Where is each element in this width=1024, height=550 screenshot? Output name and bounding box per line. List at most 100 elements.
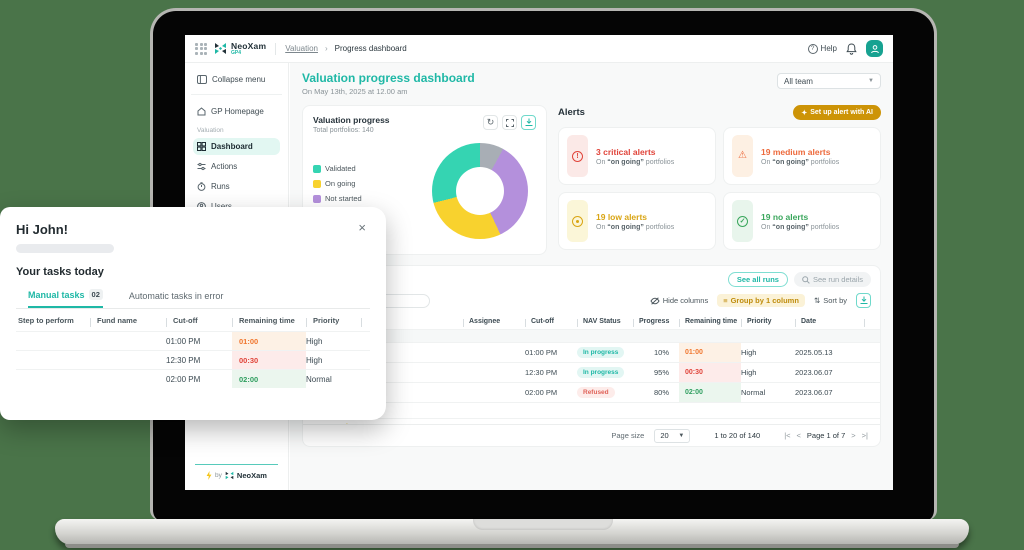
column-header: Cut-off (166, 316, 232, 327)
group-row-critical[interactable] (303, 329, 880, 342)
group-row-medium-alert[interactable]: › Medium alert (303, 402, 880, 418)
tab-automatic-tasks[interactable]: Automatic tasks in error (129, 289, 224, 308)
column-header[interactable]: Priority (741, 318, 795, 327)
alert-sub-bold: “on going” (607, 158, 644, 166)
magnifier-icon (802, 275, 810, 284)
close-icon[interactable]: × (358, 220, 366, 235)
skeleton-text (16, 244, 114, 253)
home-icon (197, 107, 206, 116)
column-header[interactable]: Date (795, 318, 865, 327)
page-size-label: Page size (611, 431, 645, 440)
page-title: Valuation progress dashboard (302, 71, 475, 85)
alert-sub: portfolios (810, 158, 840, 166)
download-chart-button[interactable] (521, 115, 536, 130)
status-badge: Refused (577, 387, 615, 398)
remaining-time-cell: 02:00 (232, 370, 306, 388)
alert-card-none[interactable]: ✓ 19 no alerts On “on going” portfolios (723, 192, 881, 250)
remaining-time-cell: 01:00 (679, 343, 741, 362)
sidebar-item-gp-homepage[interactable]: GP Homepage (193, 103, 280, 120)
cutoff-cell: 02:00 PM (166, 374, 201, 384)
progress-cell: 10% (653, 348, 669, 357)
collapse-menu-label: Collapse menu (212, 75, 266, 84)
breadcrumb-section[interactable]: Valuation (285, 44, 318, 53)
sidebar-item-dashboard[interactable]: Dashboard (193, 138, 280, 155)
priority-cell: High (741, 368, 757, 377)
help-button[interactable]: ? Help (807, 43, 837, 54)
alert-card-critical[interactable]: ! 3 critical alerts On “on going” portfo… (558, 127, 716, 185)
tab-manual-tasks[interactable]: Manual tasks 02 (28, 289, 103, 308)
download-table-button[interactable] (856, 293, 871, 308)
next-page-button[interactable]: > (851, 431, 856, 440)
sidebar-item-runs[interactable]: Runs (193, 178, 280, 195)
table-row[interactable]: 01:00 PM In progress 10% 01:00 High 2025… (303, 342, 880, 362)
popup-greeting: Hi John! (16, 222, 68, 237)
alert-sub: On (596, 223, 606, 231)
brand-name: NeoXam (231, 41, 267, 51)
avatar[interactable] (866, 40, 883, 57)
last-page-button[interactable]: >| (861, 431, 868, 440)
sidebar-item-label: Users (211, 202, 232, 211)
table-row[interactable]: 12:30 PM In progress 95% 00:30 High 2023… (303, 362, 880, 382)
footer-by: by (215, 472, 222, 479)
sort-by-button[interactable]: ⇅ Sort by (814, 296, 847, 305)
table-row[interactable]: 02:00 PM Refused 80% 02:00 Normal 2023.0… (303, 382, 880, 402)
eye-off-icon (650, 296, 660, 305)
alert-sub: On (596, 158, 606, 166)
group-by-label: Group by 1 column (730, 296, 799, 305)
expand-button[interactable] (502, 115, 517, 130)
sidebar-item-actions[interactable]: Actions (193, 158, 280, 175)
page-size-select[interactable]: 20 ▼ (654, 428, 691, 443)
button-label: See all runs (736, 275, 779, 284)
see-run-details-button[interactable]: See run details (793, 272, 871, 287)
column-header[interactable]: Cut-off (525, 318, 577, 327)
sidebar-footer: by NeoXam (195, 464, 278, 484)
popup-table-row[interactable]: 02:00 PM 02:00 Normal (16, 369, 370, 388)
alert-sub-bold: “on going” (772, 223, 809, 231)
group-row-low-alert[interactable]: › Low alert (303, 418, 880, 424)
first-page-button[interactable]: |< (784, 431, 791, 440)
column-header[interactable]: Assignee (463, 318, 525, 327)
sidebar-item-label: Dashboard (211, 142, 253, 151)
alert-sub: On (761, 158, 771, 166)
laptop-base (55, 519, 969, 548)
popup-tasks-heading: Your tasks today (16, 266, 104, 278)
cutoff-cell: 02:00 PM (525, 388, 558, 397)
bell-icon[interactable] (846, 42, 857, 55)
collapse-menu-button[interactable]: Collapse menu (193, 71, 280, 88)
column-header: Priority (306, 316, 362, 327)
progress-cell: 80% (653, 388, 669, 397)
question-icon: ? (807, 43, 818, 54)
refresh-button[interactable]: ↻ (483, 115, 498, 130)
download-icon (860, 296, 867, 304)
setup-alert-ai-button[interactable]: ✦ Set up alert with AI (793, 105, 881, 120)
team-filter-select[interactable]: All team ▼ (777, 73, 881, 89)
group-by-button[interactable]: ≡ Group by 1 column (717, 294, 805, 307)
date-cell: 2023.06.07 (795, 388, 833, 397)
alert-card-medium[interactable]: ⚠ 19 medium alerts On “on going” portfol… (723, 127, 881, 185)
remaining-time-cell: 00:30 (679, 363, 741, 382)
collapse-icon (197, 75, 207, 84)
column-header[interactable]: Remaining time (679, 318, 741, 327)
column-header: Remaining time (232, 316, 306, 327)
popup-table-header: Step to perform Fund name Cut-off Remain… (16, 309, 370, 331)
cutoff-cell: 12:30 PM (525, 368, 558, 377)
divider (275, 42, 277, 55)
alerts-heading: Alerts (558, 107, 585, 118)
alert-card-low[interactable]: 19 low alerts On “on going” portfolios (558, 192, 716, 250)
help-label: Help (820, 44, 837, 53)
app-launcher-icon[interactable] (195, 42, 207, 55)
sidebar-item-label: GP Homepage (211, 107, 264, 116)
bolt-icon (206, 471, 212, 480)
column-header[interactable]: NAV Status (577, 318, 633, 327)
column-header[interactable]: Progress (633, 318, 679, 327)
popup-table-row[interactable]: 12:30 PM 00:30 High (16, 350, 370, 369)
priority-cell: High (306, 336, 323, 346)
chevron-down-icon: ▼ (868, 78, 874, 84)
prev-page-button[interactable]: < (796, 431, 801, 440)
brand-logo[interactable]: NeoXam GP4 (214, 41, 266, 56)
hide-columns-button[interactable]: Hide columns (650, 296, 708, 305)
see-all-runs-button[interactable]: See all runs (727, 272, 788, 287)
popup-table-row[interactable]: 01:00 PM 01:00 High (16, 331, 370, 350)
priority-cell: Normal (741, 388, 766, 397)
